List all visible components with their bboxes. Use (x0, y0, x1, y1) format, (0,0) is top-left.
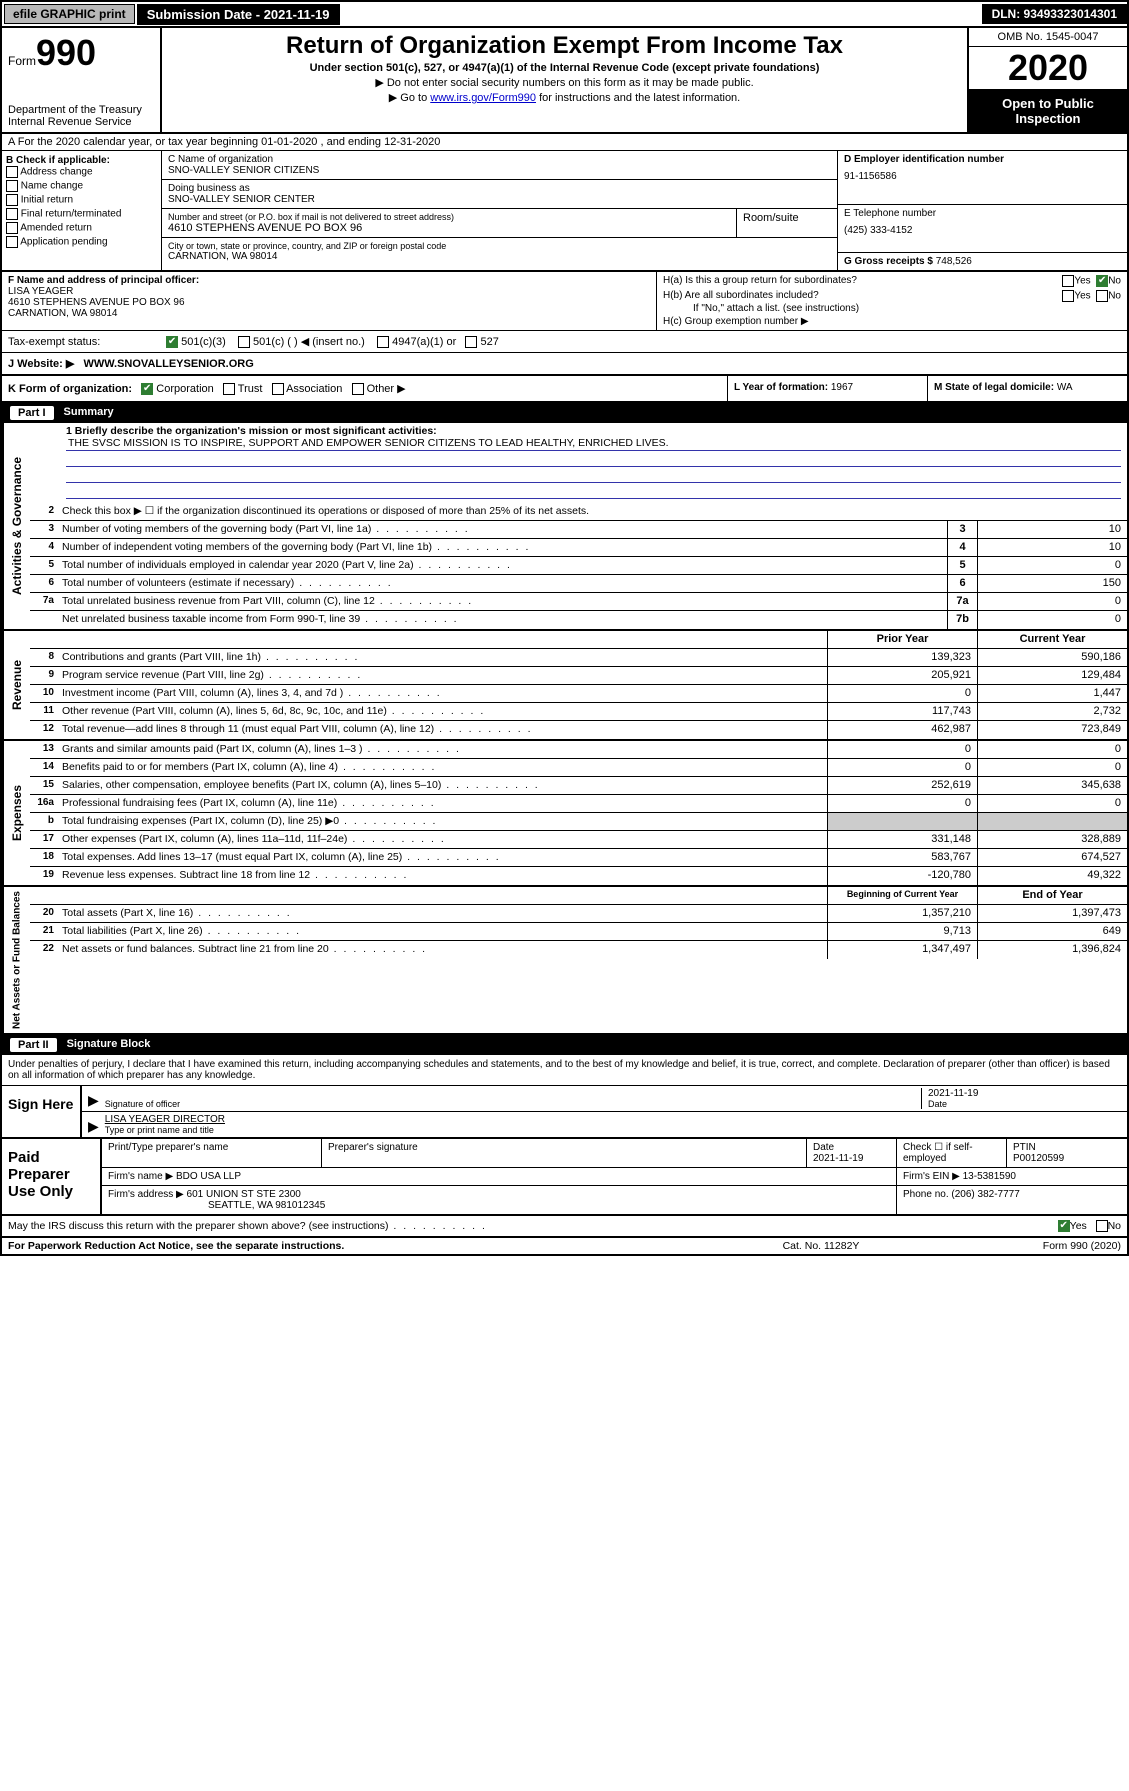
discuss-row: May the IRS discuss this return with the… (2, 1216, 1127, 1238)
form-title: Return of Organization Exempt From Incom… (172, 32, 957, 60)
chk-association[interactable] (272, 383, 284, 395)
year-formation: L Year of formation: 1967 (727, 376, 927, 401)
line-20: 20 Total assets (Part X, line 16) 1,357,… (30, 905, 1127, 923)
signature-field[interactable]: Signature of officer (105, 1099, 921, 1109)
chk-501c[interactable] (238, 336, 250, 348)
line-8: 8 Contributions and grants (Part VIII, l… (30, 649, 1127, 667)
form-990: Form990 Department of the Treasury Inter… (0, 26, 1129, 1256)
firm-ein: Firm's EIN ▶ 13-5381590 (897, 1168, 1127, 1185)
line-22: 22 Net assets or fund balances. Subtract… (30, 941, 1127, 959)
chk-527[interactable] (465, 336, 477, 348)
chk-4947[interactable] (377, 336, 389, 348)
line-14: 14 Benefits paid to or for members (Part… (30, 759, 1127, 777)
line-11: 11 Other revenue (Part VIII, column (A),… (30, 703, 1127, 721)
preparer-date: Date2021-11-19 (807, 1139, 897, 1167)
discuss-no[interactable] (1096, 1220, 1108, 1232)
tax-year: 2020 (969, 47, 1127, 90)
line-b: b Total fundraising expenses (Part IX, c… (30, 813, 1127, 831)
firm-address: Firm's address ▶ 601 UNION ST STE 2300 S… (102, 1186, 897, 1214)
ptin: PTINP00120599 (1007, 1139, 1127, 1167)
footer: For Paperwork Reduction Act Notice, see … (2, 1238, 1127, 1254)
chk-trust[interactable] (223, 383, 235, 395)
line-: Net unrelated business taxable income fr… (30, 611, 1127, 629)
website-row: J Website: ▶ WWW.SNOVALLEYSENIOR.ORG (2, 353, 1127, 376)
street-cell: Number and street (or P.O. box if mail i… (162, 209, 737, 237)
paid-preparer-label: Paid Preparer Use Only (2, 1139, 102, 1214)
dln: DLN: 93493323014301 (982, 4, 1127, 24)
state-domicile: M State of legal domicile: WA (927, 376, 1127, 401)
chk-initial-return[interactable]: Initial return (6, 194, 157, 206)
efile-print-button[interactable]: efile GRAPHIC print (4, 4, 135, 24)
line-6: 6 Total number of volunteers (estimate i… (30, 575, 1127, 593)
col-header-row: Prior Year Current Year (30, 631, 1127, 649)
line-13: 13 Grants and similar amounts paid (Part… (30, 741, 1127, 759)
officer-name: LISA YEAGER DIRECTOR Type or print name … (105, 1114, 1121, 1135)
line-3: 3 Number of voting members of the govern… (30, 521, 1127, 539)
firm-phone: Phone no. (206) 382-7777 (897, 1186, 1127, 1214)
form-number: Form990 (8, 32, 154, 74)
submission-date: Submission Date - 2021-11-19 (137, 4, 340, 25)
line-21: 21 Total liabilities (Part X, line 26) 9… (30, 923, 1127, 941)
preparer-sig-hdr: Preparer's signature (322, 1139, 807, 1167)
omb-number: OMB No. 1545-0047 (969, 28, 1127, 47)
chk-other[interactable] (352, 383, 364, 395)
form-of-org: K Form of organization: Corporation Trus… (2, 376, 727, 401)
row-a-tax-period: A For the 2020 calendar year, or tax yea… (2, 134, 1127, 151)
goto-note: ▶ Go to www.irs.gov/Form990 for instruct… (172, 91, 957, 104)
sign-here-label: Sign Here (2, 1086, 82, 1137)
room-cell: Room/suite (737, 209, 837, 237)
subtitle: Under section 501(c), 527, or 4947(a)(1)… (172, 62, 957, 74)
line-19: 19 Revenue less expenses. Subtract line … (30, 867, 1127, 885)
net-header-row: Beginning of Current Year End of Year (30, 887, 1127, 905)
line-2: 2 Check this box ▶ ☐ if the organization… (30, 503, 1127, 521)
preparer-name-hdr: Print/Type preparer's name (102, 1139, 322, 1167)
phone-cell: E Telephone number (425) 333-4152 (838, 205, 1127, 253)
chk-corporation[interactable] (141, 383, 153, 395)
chk-name-change[interactable]: Name change (6, 180, 157, 192)
col-b-checkboxes: B Check if applicable: Address change Na… (2, 151, 162, 270)
sig-date: 2021-11-19 Date (921, 1088, 1121, 1109)
ein-cell: D Employer identification number 91-1156… (838, 151, 1127, 205)
chk-application-pending[interactable]: Application pending (6, 236, 157, 248)
side-expenses: Expenses (2, 741, 30, 885)
gross-receipts-cell: G Gross receipts $ 748,526 (838, 253, 1127, 270)
line-9: 9 Program service revenue (Part VIII, li… (30, 667, 1127, 685)
part-1-header: Part I Summary (2, 403, 1127, 423)
line-7a: 7a Total unrelated business revenue from… (30, 593, 1127, 611)
line-10: 10 Investment income (Part VIII, column … (30, 685, 1127, 703)
tax-exempt-status: Tax-exempt status: 501(c)(3) 501(c) ( ) … (2, 331, 1127, 353)
chk-final-return[interactable]: Final return/terminated (6, 208, 157, 220)
firm-name: Firm's name ▶ BDO USA LLP (102, 1168, 897, 1185)
topbar: efile GRAPHIC print Submission Date - 20… (0, 0, 1129, 26)
inspection-badge: Open to Public Inspection (969, 90, 1127, 132)
org-name-cell: C Name of organization SNO-VALLEY SENIOR… (162, 151, 837, 180)
city-cell: City or town, state or province, country… (162, 237, 837, 265)
self-employed-chk[interactable]: Check ☐ if self-employed (897, 1139, 1007, 1167)
department: Department of the Treasury Internal Reve… (8, 104, 154, 128)
ssn-note: ▶ Do not enter social security numbers o… (172, 76, 957, 89)
part-2-header: Part II Signature Block (2, 1035, 1127, 1055)
line-15: 15 Salaries, other compensation, employe… (30, 777, 1127, 795)
discuss-yes[interactable] (1058, 1220, 1070, 1232)
line-17: 17 Other expenses (Part IX, column (A), … (30, 831, 1127, 849)
side-net-assets: Net Assets or Fund Balances (2, 887, 30, 1033)
line-16a: 16a Professional fundraising fees (Part … (30, 795, 1127, 813)
line-12: 12 Total revenue—add lines 8 through 11 … (30, 721, 1127, 739)
dba-cell: Doing business as SNO-VALLEY SENIOR CENT… (162, 180, 837, 209)
line-4: 4 Number of independent voting members o… (30, 539, 1127, 557)
mission-block: 1 Briefly describe the organization's mi… (30, 423, 1127, 503)
chk-address-change[interactable]: Address change (6, 166, 157, 178)
line-5: 5 Total number of individuals employed i… (30, 557, 1127, 575)
line-18: 18 Total expenses. Add lines 13–17 (must… (30, 849, 1127, 867)
header: Form990 Department of the Treasury Inter… (2, 28, 1127, 134)
side-revenue: Revenue (2, 631, 30, 739)
chk-501c3[interactable] (166, 336, 178, 348)
irs-link[interactable]: www.irs.gov/Form990 (430, 92, 536, 104)
principal-officer: F Name and address of principal officer:… (2, 272, 657, 330)
group-return: H(a) Is this a group return for subordin… (657, 272, 1127, 330)
perjury-statement: Under penalties of perjury, I declare th… (2, 1055, 1127, 1086)
chk-amended[interactable]: Amended return (6, 222, 157, 234)
side-governance: Activities & Governance (2, 423, 30, 629)
